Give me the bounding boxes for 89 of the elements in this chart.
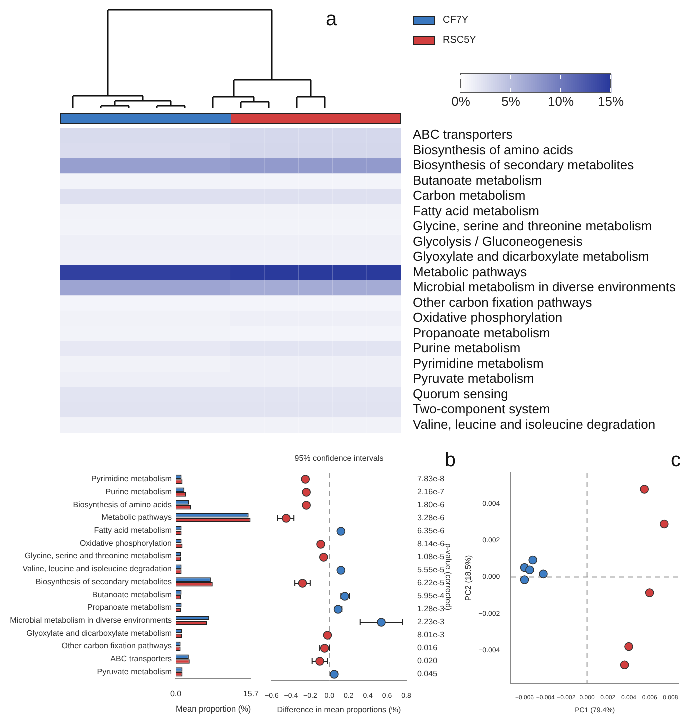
- y-tick-label: Other carbon fixation pathways: [62, 642, 172, 651]
- point: [319, 553, 328, 562]
- y-tick-label: Glycine, serine and threonine metabolism: [24, 552, 172, 561]
- y-tick-label: Pyruvate metabolism: [97, 667, 172, 676]
- point: [377, 618, 386, 627]
- point: [336, 527, 346, 536]
- x-axis-title: Mean proportion (%): [176, 704, 252, 714]
- y2-tick-label: 5.95e-4: [418, 592, 446, 601]
- y-tick-label: Biosynthesis of secondary metabolites: [413, 158, 635, 173]
- y-axis-title: PC2 (18.5%): [464, 554, 474, 602]
- point: [302, 501, 311, 510]
- y-tick-label: Quorum sensing: [413, 386, 508, 402]
- y-tick-label: Oxidative phosphorylation: [80, 538, 172, 548]
- x-tick-label: 15.7: [243, 690, 260, 699]
- x-tick-label: 0.0: [170, 690, 182, 699]
- point: [526, 566, 534, 575]
- point: [298, 579, 308, 588]
- y-tick-label: Glyoxylate and dicarboxylate metabolism: [413, 249, 650, 264]
- point: [520, 576, 530, 584]
- text: a: [326, 8, 338, 31]
- y-tick-label: Purine metabolism: [413, 340, 521, 356]
- text: CF7Y: [443, 15, 469, 26]
- y-tick-label: Purine metabolism: [106, 487, 172, 496]
- chart-title: 95% confidence intervals: [294, 454, 384, 464]
- y-tick-label: Microbial metabolism in diverse environments: [10, 616, 172, 625]
- color-bar-label: 0%: [452, 94, 471, 110]
- y-tick-label: ABC transporters: [110, 654, 172, 664]
- y-tick-label: ABC transporters: [413, 127, 514, 142]
- text: RSC5Y: [443, 35, 476, 46]
- y-tick-label: Metabolic pathways: [413, 264, 528, 280]
- y-tick-label: Propanoate metabolism: [413, 325, 550, 340]
- y-tick-label: Two-component system: [413, 402, 550, 417]
- point: [282, 514, 291, 523]
- point: [640, 485, 650, 494]
- y-tick-label: Valine, leucine and isoleucine degradation: [413, 416, 656, 432]
- y-tick-label: Microbial metabolism in diverse environments: [413, 280, 676, 295]
- y-tick-label: Glycolysis / Gluconeogenesis: [413, 234, 584, 249]
- point: [302, 488, 311, 497]
- y-tick-label: Pyrimidine metabolism: [92, 474, 172, 484]
- color-bar-label: 15%: [598, 94, 624, 110]
- y2-tick-label: 8.14e-6: [418, 540, 446, 549]
- y-tick-label: Butanoate metabolism: [413, 172, 542, 188]
- y-tick-label: Fatty acid metabolism: [413, 203, 540, 218]
- point: [323, 631, 332, 640]
- y-tick-label: Pyruvate metabolism: [413, 371, 534, 386]
- point: [624, 642, 634, 652]
- y2-tick-label: 7.83e-8: [418, 474, 446, 484]
- point: [336, 566, 346, 575]
- y2-tick-label: 0.016: [418, 644, 438, 653]
- y-tick-label: Fatty acid metabolism: [94, 526, 172, 536]
- y-tick-label: Valine, leucine and isoleucine degradation: [22, 564, 172, 574]
- y2-tick-label: 6.35e-6: [418, 526, 446, 536]
- y2-tick-label: 2.16e-7: [418, 488, 446, 497]
- y-tick-label: Carbon metabolism: [413, 188, 526, 204]
- y2-tick-label: 0.045: [418, 670, 438, 679]
- y-tick-label: Oxidative phosphorylation: [413, 310, 563, 326]
- y-tick-label: Glycine, serine and threonine metabolism: [413, 218, 652, 234]
- y2-tick-label: 6.22e-5: [418, 578, 446, 588]
- y2-tick-label: 5.55e-5: [418, 566, 446, 575]
- y-tick-label: Butanoate metabolism: [92, 590, 172, 600]
- point: [528, 556, 538, 565]
- color-bar-label: 10%: [548, 94, 574, 110]
- color-bar-label: 5%: [502, 94, 521, 110]
- point: [539, 570, 548, 579]
- y-tick-label: Other carbon fixation pathways: [413, 294, 593, 310]
- y2-axis-title: p-value (corrected): [444, 543, 453, 611]
- point: [316, 657, 324, 666]
- text: b: [444, 450, 456, 472]
- y2-tick-label: 8.01e-3: [418, 630, 446, 640]
- y-tick-label: Pyrimidine metabolism: [413, 356, 544, 371]
- y2-tick-label: 1.80e-6: [418, 500, 446, 510]
- point: [316, 540, 326, 549]
- point: [660, 520, 669, 529]
- y-tick-label: Biosynthesis of amino acids: [413, 142, 574, 158]
- y2-tick-label: 2.23e-3: [418, 618, 446, 627]
- y2-tick-label: 3.28e-6: [418, 514, 446, 523]
- y2-tick-label: 1.08e-5: [418, 552, 446, 562]
- y2-tick-label: 1.28e-3: [418, 604, 446, 614]
- y-tick-label: Biosynthesis of amino acids: [73, 500, 172, 510]
- y-tick-label: Propanoate metabolism: [88, 603, 172, 612]
- text: c: [671, 450, 681, 472]
- point: [620, 660, 630, 670]
- point: [301, 475, 310, 484]
- x-axis-title: Difference in mean proportions (%): [277, 705, 402, 714]
- y-tick-label: Biosynthesis of secondary metabolites: [36, 577, 172, 586]
- y2-tick-label: 0.020: [418, 656, 438, 666]
- y-tick-label: Metabolic pathways: [102, 513, 172, 522]
- point: [645, 588, 654, 598]
- y-tick-label: Glyoxylate and dicarboxylate metabolism: [26, 628, 172, 638]
